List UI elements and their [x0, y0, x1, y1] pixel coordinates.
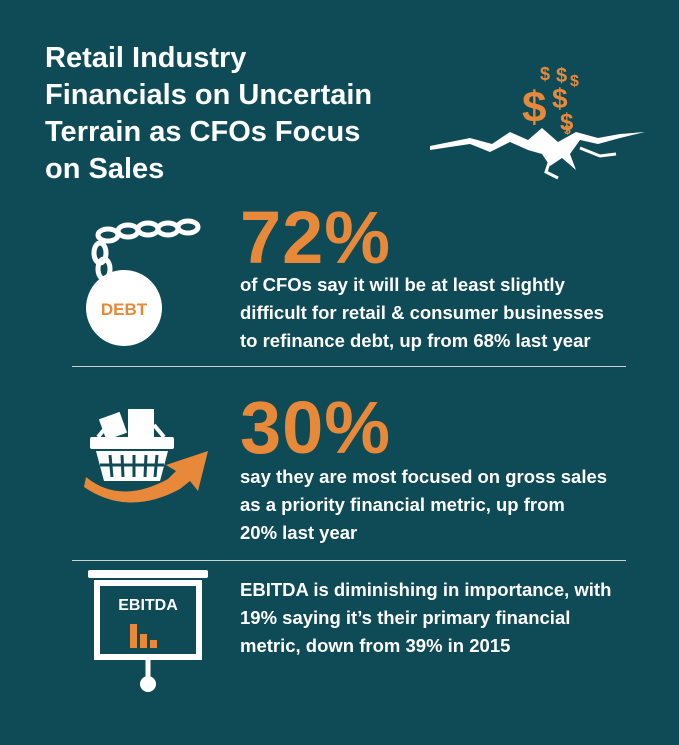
svg-text:$: $: [570, 73, 579, 90]
stat-description: say they are most focused on gross sales…: [240, 463, 640, 547]
stat-description: EBITDA is diminishing in importance, wit…: [240, 576, 640, 660]
stat-value: 72%: [240, 196, 392, 279]
ebitda-label: EBITDA: [118, 597, 178, 614]
page-title: Retail Industry Financials on Uncertain …: [45, 40, 445, 188]
stat-ebitda: EBITDA EBITDA is diminishing in importan…: [0, 562, 679, 702]
debt-label: DEBT: [101, 300, 148, 319]
stat-line: EBITDA is diminishing in importance, wit…: [240, 579, 612, 600]
stat-gross-sales: 30% say they are most focused on gross s…: [0, 385, 679, 555]
stat-value: 30%: [240, 386, 392, 469]
title-line: Terrain as CFOs Focus: [45, 116, 361, 148]
stat-line: difficult for retail & consumer business…: [240, 302, 604, 323]
stat-debt: DEBT 72% of CFOs say it will be at least…: [0, 195, 679, 365]
stat-line: to refinance debt, up from 68% last year: [240, 330, 591, 351]
title-line: on Sales: [45, 153, 165, 185]
title-line: Retail Industry: [45, 42, 247, 74]
stat-line: of CFOs say it will be at least slightly: [240, 274, 565, 295]
stat-line: as a priority financial metric, up from: [240, 494, 565, 515]
stat-line: metric, down from 39% in 2015: [240, 635, 511, 656]
svg-text:$: $: [522, 83, 546, 132]
svg-text:$: $: [564, 123, 571, 137]
stat-line: 19% saying it’s their primary financial: [240, 607, 571, 628]
divider: [72, 560, 626, 561]
shopping-basket-growth-arrow-icon: [84, 409, 208, 503]
stat-line: 20% last year: [240, 522, 358, 543]
svg-text:$: $: [540, 64, 550, 84]
stat-description: of CFOs say it will be at least slightly…: [240, 271, 640, 355]
debt-ball-and-chain-icon: DEBT: [86, 218, 201, 346]
svg-text:$: $: [556, 65, 567, 87]
divider: [72, 366, 626, 367]
stat-line: say they are most focused on gross sales: [240, 466, 608, 487]
falling-dollar-cracked-ground-icon: $ $ $ $ $ $ $: [430, 64, 645, 180]
svg-text:$: $: [552, 83, 568, 114]
svg-text:$: $: [560, 109, 574, 136]
ebitda-presentation-board-icon: EBITDA: [88, 570, 208, 692]
title-line: Financials on Uncertain: [45, 79, 373, 111]
